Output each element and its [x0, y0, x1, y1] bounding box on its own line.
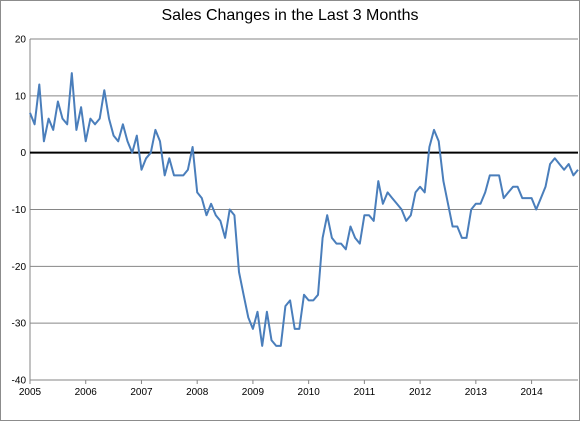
y-tick-label: -30 — [12, 319, 27, 330]
y-tick-label: 10 — [15, 91, 27, 102]
x-tick-label: 2014 — [520, 387, 543, 398]
series-group — [29, 72, 579, 347]
y-tick-label: -10 — [12, 205, 27, 216]
y-tick-label: 0 — [20, 148, 26, 159]
x-tick-label: 2005 — [19, 387, 42, 398]
y-tick-label: -40 — [12, 376, 27, 387]
x-tick-label: 2012 — [409, 387, 432, 398]
x-tick-label: 2008 — [186, 387, 209, 398]
x-tick-label: 2009 — [242, 387, 265, 398]
axes — [29, 39, 578, 384]
x-axis-tick-labels: 2005 2006 2007 2008 2009 2010 2011 2012 2013 2014 — [19, 387, 543, 398]
x-tick-label: 2007 — [130, 387, 153, 398]
x-tick-label: 2006 — [75, 387, 98, 398]
series-line — [29, 72, 579, 347]
y-tick-label: -20 — [12, 262, 27, 273]
y-axis-tick-labels: 20 10 0 -10 -20 -30 -40 — [12, 35, 27, 387]
x-tick-label: 2011 — [354, 387, 376, 398]
x-tick-label: 2010 — [298, 387, 321, 398]
gridlines — [30, 38, 578, 381]
chart-title: Sales Changes in the Last 3 Months — [161, 7, 419, 24]
y-tick-label: 20 — [15, 35, 27, 46]
x-tick-label: 2013 — [465, 387, 488, 398]
